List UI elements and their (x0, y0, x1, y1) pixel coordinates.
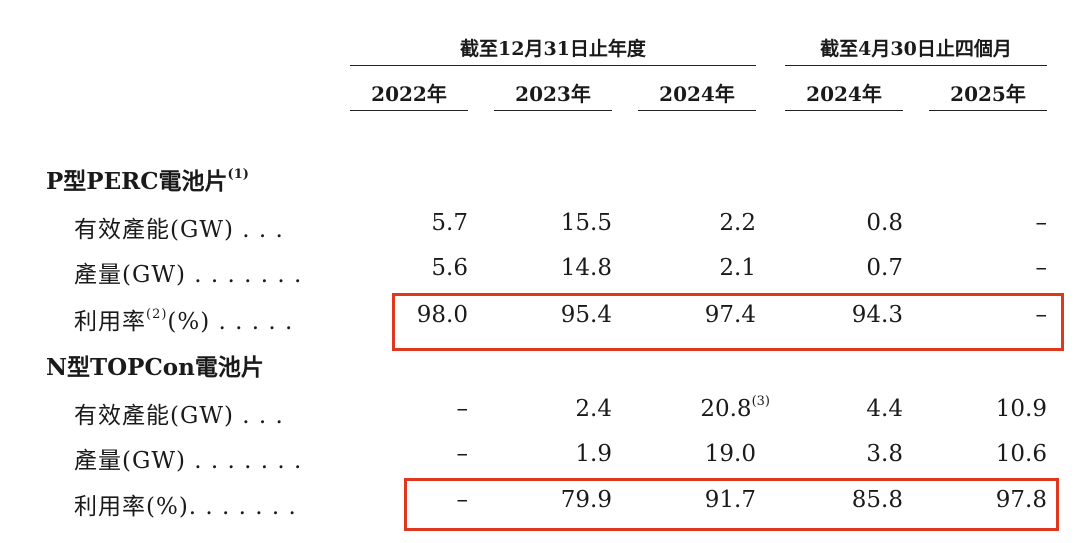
year-rule-2024 (638, 110, 756, 111)
row-label-topcon-utilization: 利用率(%). . . . . . . (74, 494, 297, 520)
cell-perc-output-2024-4m: 0.7 (866, 255, 903, 281)
row-label-topcon-output: 產量(GW) . . . . . . . (74, 448, 303, 474)
row-label-perc-utilization: 利用率(2)(%) . . . . . (74, 302, 293, 336)
row-label-perc-output: 產量(GW) . . . . . . . (74, 262, 303, 288)
cell-perc-capacity-2025-4m: – (1035, 210, 1048, 236)
row-label-perc-capacity: 有效產能(GW) . . . (74, 217, 284, 243)
row-label-topcon-capacity: 有效產能(GW) . . . (74, 403, 284, 429)
cell-perc-output-2024: 2.1 (719, 255, 756, 281)
cell-topcon-utilization-2024-4m: 85.8 (851, 487, 903, 513)
cell-perc-output-2025-4m: – (1035, 255, 1048, 281)
cell-topcon-output-2023: 1.9 (575, 441, 612, 467)
cell-perc-utilization-2025-4m: – (1035, 302, 1048, 328)
cell-perc-utilization-2024-4m: 94.3 (851, 302, 903, 328)
year-header-2024: 2024年 (659, 82, 735, 106)
cell-topcon-capacity-2025-4m: 10.9 (995, 396, 1047, 422)
cell-perc-utilization-2022: 98.0 (416, 302, 468, 328)
year-rule-2025-four-months (929, 110, 1047, 111)
cell-perc-capacity-2024: 2.2 (719, 210, 756, 236)
cell-topcon-output-2025-4m: 10.6 (995, 441, 1047, 467)
header-group-four-months: 截至4月30日止四個月 (820, 38, 1012, 60)
year-header-2022: 2022年 (371, 82, 447, 106)
cell-perc-output-2022: 5.6 (431, 255, 468, 281)
cell-topcon-output-2022: – (456, 441, 469, 467)
highlight-box-perc-utilization (392, 293, 1064, 351)
highlight-box-topcon-utilization (404, 478, 1059, 531)
year-rule-2023 (494, 110, 612, 111)
cell-topcon-output-2024-4m: 3.8 (866, 441, 903, 467)
row-label-perc-utilization-note: (2) (146, 307, 168, 323)
cell-perc-capacity-2022: 5.7 (431, 210, 468, 236)
cell-topcon-capacity-2024: 20.8(3) (600, 394, 770, 422)
header-group-annual-rule (350, 65, 756, 66)
section-title-topcon: N型TOPCon電池片 (46, 354, 264, 381)
year-header-2023: 2023年 (515, 82, 591, 106)
row-label-perc-utilization-unit: (%) . . . . . (167, 309, 294, 335)
cell-perc-utilization-2023: 95.4 (560, 302, 612, 328)
cell-topcon-utilization-2022: – (456, 487, 469, 513)
cell-topcon-capacity-2024-note: (3) (751, 394, 770, 410)
header-group-annual: 截至12月31日止年度 (460, 38, 646, 60)
section-title-perc-note: (1) (227, 167, 249, 183)
cell-topcon-utilization-2024: 91.7 (704, 487, 756, 513)
cell-topcon-output-2024: 19.0 (704, 441, 756, 467)
cell-topcon-capacity-2022: – (456, 396, 469, 422)
cell-perc-capacity-2024-4m: 0.8 (866, 210, 903, 236)
header-group-four-months-rule (785, 65, 1047, 66)
section-title-perc-text: P型PERC電池片 (46, 168, 228, 195)
cell-topcon-utilization-2025-4m: 97.8 (995, 487, 1047, 513)
row-label-perc-utilization-text: 利用率 (74, 309, 146, 335)
cell-perc-capacity-2023: 15.5 (560, 210, 612, 236)
year-rule-2024-four-months (785, 110, 903, 111)
cell-topcon-capacity-2024-value: 20.8 (700, 396, 752, 422)
year-rule-2022 (350, 110, 468, 111)
year-header-2024-four-months: 2024年 (806, 82, 882, 106)
section-title-perc: P型PERC電池片(1) (46, 162, 249, 196)
cell-topcon-capacity-2024-4m: 4.4 (866, 396, 903, 422)
cell-perc-output-2023: 14.8 (560, 255, 612, 281)
year-header-2025-four-months: 2025年 (950, 82, 1026, 106)
cell-perc-utilization-2024: 97.4 (704, 302, 756, 328)
cell-topcon-utilization-2023: 79.9 (560, 487, 612, 513)
cell-topcon-capacity-2023: 2.4 (575, 396, 612, 422)
